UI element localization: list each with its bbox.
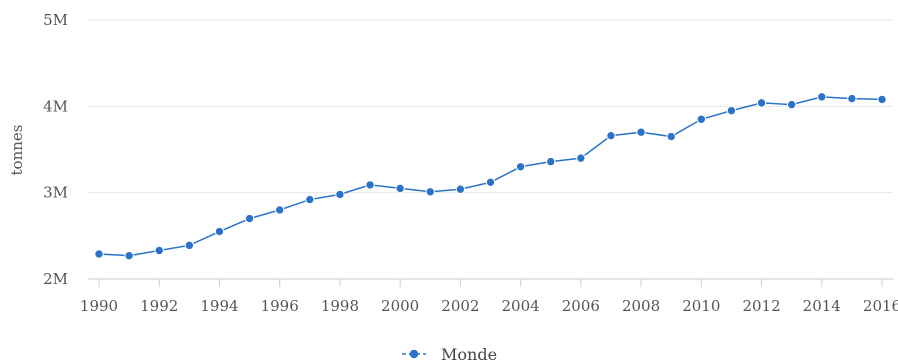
x-axis-tick-labels: 1990 1992 1994 1996 1998 2000 2002 2004 2006 2008… bbox=[80, 297, 898, 315]
x-tick-label: 2000 bbox=[381, 297, 419, 315]
data-point[interactable] bbox=[877, 94, 887, 105]
data-point[interactable] bbox=[847, 93, 857, 104]
x-tick-label: 2010 bbox=[682, 297, 720, 315]
legend-label: Monde bbox=[441, 345, 497, 363]
x-tick-label: 2004 bbox=[502, 297, 540, 315]
series-monde bbox=[94, 92, 887, 261]
y-axis-tick-labels: 2M 3M 4M 5M bbox=[43, 11, 68, 288]
data-point[interactable] bbox=[666, 131, 676, 142]
data-point[interactable] bbox=[305, 194, 315, 205]
data-point[interactable] bbox=[636, 127, 646, 137]
x-axis bbox=[98, 279, 883, 287]
data-point[interactable] bbox=[124, 250, 134, 261]
y-tick-label: 2M bbox=[43, 270, 68, 288]
data-point[interactable] bbox=[184, 240, 195, 251]
y-axis-label: tonnes bbox=[8, 125, 26, 176]
data-point[interactable] bbox=[154, 245, 164, 256]
data-point[interactable] bbox=[726, 105, 737, 116]
data-point[interactable] bbox=[244, 213, 255, 224]
data-point[interactable] bbox=[606, 130, 616, 141]
x-tick-label: 2002 bbox=[441, 297, 479, 315]
x-tick-label: 1996 bbox=[261, 297, 299, 315]
x-tick-label: 2012 bbox=[742, 297, 780, 315]
x-tick-label: 1998 bbox=[321, 297, 359, 315]
legend[interactable]: Monde bbox=[402, 345, 497, 363]
gridlines bbox=[88, 19, 893, 280]
data-point[interactable] bbox=[94, 249, 104, 259]
data-point[interactable] bbox=[576, 153, 586, 163]
data-point[interactable] bbox=[786, 99, 797, 110]
data-point[interactable] bbox=[546, 156, 556, 167]
y-tick-label: 5M bbox=[43, 11, 68, 29]
x-tick-label: 2016 bbox=[863, 297, 898, 315]
data-point[interactable] bbox=[515, 162, 526, 172]
data-point[interactable] bbox=[365, 180, 375, 190]
y-tick-label: 3M bbox=[43, 184, 68, 202]
data-point[interactable] bbox=[274, 205, 285, 215]
data-point[interactable] bbox=[214, 226, 225, 237]
data-point[interactable] bbox=[455, 184, 466, 194]
data-point[interactable] bbox=[485, 177, 496, 188]
data-point[interactable] bbox=[696, 114, 707, 124]
data-point[interactable] bbox=[335, 189, 345, 200]
x-tick-label: 1994 bbox=[200, 297, 238, 315]
x-tick-label: 2008 bbox=[622, 297, 660, 315]
data-point[interactable] bbox=[395, 183, 405, 194]
data-point[interactable] bbox=[756, 98, 767, 108]
x-tick-label: 2006 bbox=[562, 297, 600, 315]
y-tick-label: 4M bbox=[43, 97, 68, 115]
x-tick-label: 2014 bbox=[803, 297, 841, 315]
x-tick-label: 1990 bbox=[80, 297, 118, 315]
x-tick-label: 1992 bbox=[140, 297, 178, 315]
data-point[interactable] bbox=[425, 187, 435, 197]
legend-marker bbox=[409, 349, 419, 359]
data-point[interactable] bbox=[817, 92, 827, 102]
